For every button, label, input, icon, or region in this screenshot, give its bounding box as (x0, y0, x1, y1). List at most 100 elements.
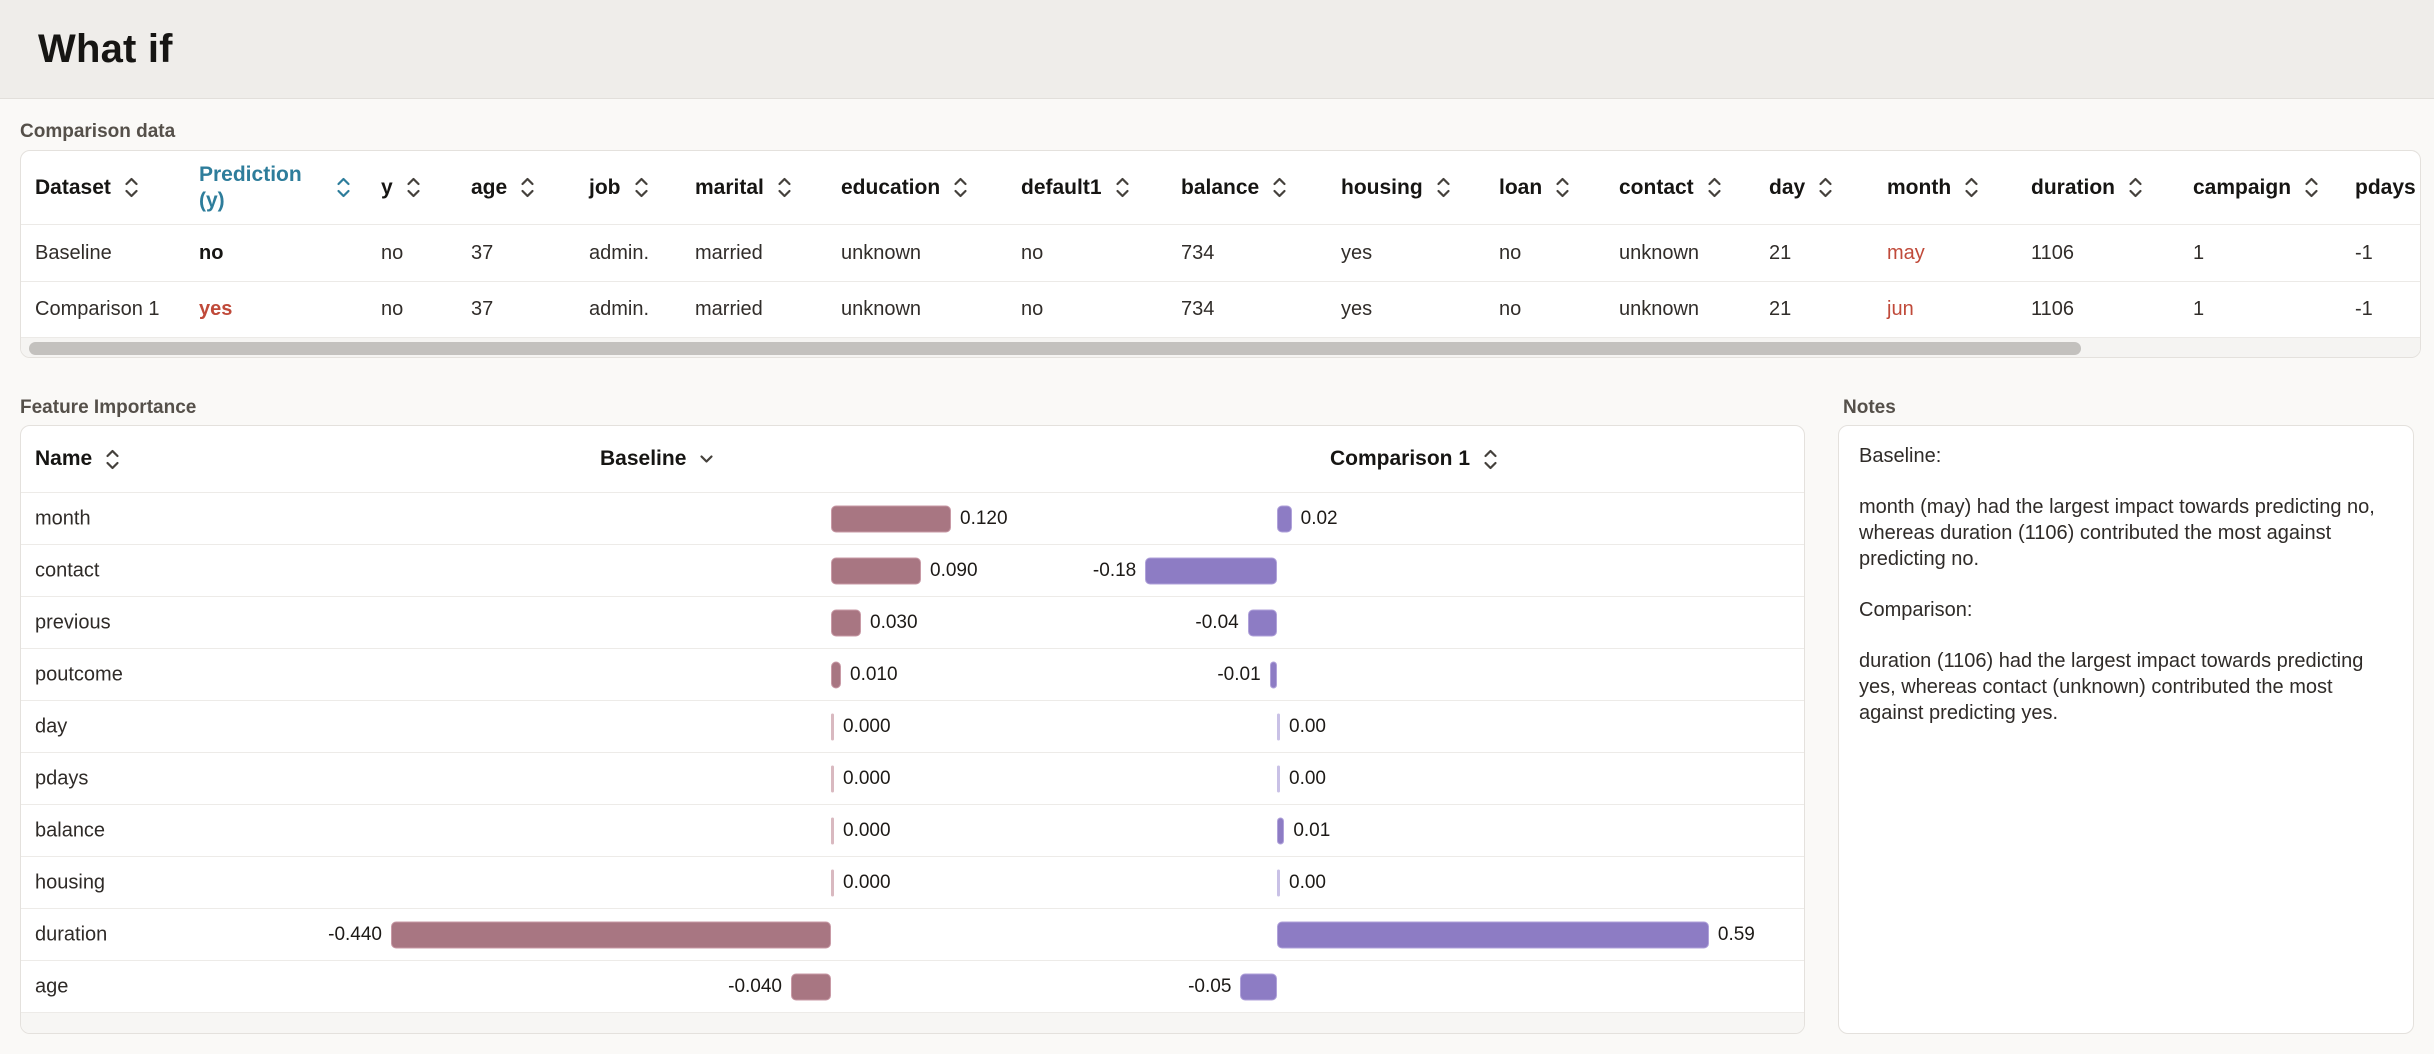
table-cell: no (381, 241, 404, 264)
column-header-label: default1 (1021, 175, 1102, 199)
column-header-baseline[interactable]: Baseline (600, 426, 714, 492)
column-header-label: duration (2031, 175, 2115, 199)
table-cell: 734 (1181, 298, 1215, 320)
column-header-label: contact (1619, 175, 1694, 199)
comparison-bar (1145, 557, 1277, 584)
feature-row-poutcome: poutcome 0.010 -0.01 (21, 649, 1804, 701)
sort-updown-icon (2304, 176, 2319, 199)
comparison-value-label: 0.02 (1300, 507, 1338, 529)
feature-name: duration (35, 923, 108, 945)
baseline-bar (391, 921, 831, 948)
feature-row-previous: previous 0.030 -0.04 (21, 597, 1804, 649)
feature-row-housing: housing 0.000 0.00 (21, 857, 1804, 909)
baseline-value-label: 0.000 (843, 767, 891, 789)
column-header-label: campaign (2193, 175, 2292, 199)
comparison-value-label: -0.05 (1188, 975, 1232, 997)
comparison-bar (1277, 869, 1280, 896)
table-cell: Baseline (35, 241, 112, 264)
table-row-baseline: Baseline no no 37 admin. married unknown no 734 y… (21, 225, 2420, 281)
column-header-label: marital (695, 175, 764, 199)
column-header-age[interactable]: age (457, 175, 575, 201)
baseline-value-label: 0.120 (960, 507, 1008, 529)
column-header-pdays[interactable]: pdays (2341, 175, 2420, 201)
notes-paragraph: Comparison: (1859, 599, 1973, 621)
column-header-loan[interactable]: loan (1485, 175, 1605, 201)
column-header-label: job (589, 175, 621, 199)
scrollbar-thumb[interactable] (29, 342, 2081, 355)
comparison-value-label: 0.00 (1289, 871, 1326, 893)
column-header-label: housing (1341, 175, 1423, 199)
table-cell: 1 (2193, 241, 2205, 264)
column-header-education[interactable]: education (827, 175, 1007, 201)
column-header-prediction-y[interactable]: Prediction (y) (185, 162, 367, 214)
baseline-bar (831, 557, 921, 584)
column-header-y[interactable]: y (367, 175, 457, 201)
sort-updown-icon (634, 176, 649, 199)
baseline-bar (831, 869, 834, 896)
column-header-campaign[interactable]: campaign (2179, 175, 2341, 201)
column-header-month[interactable]: month (1873, 175, 2017, 201)
comparison-value-label: -0.01 (1217, 663, 1261, 685)
table-cell: yes (1341, 298, 1373, 320)
notes-panel: Baseline: month (may) had the largest im… (1838, 425, 2414, 1034)
comparison-value-label: 0.00 (1289, 715, 1326, 737)
comparison-value-label: 0.00 (1289, 767, 1326, 789)
column-header-dataset[interactable]: Dataset (21, 175, 185, 201)
column-header-name[interactable]: Name (35, 426, 120, 492)
feature-row-month: month 0.120 0.02 (21, 493, 1804, 545)
column-header-marital[interactable]: marital (681, 175, 827, 201)
table-cell: -1 (2355, 241, 2373, 264)
feature-importance-table: Name Baseline Comparison 1 month 0.120 0.0… (20, 425, 1805, 1034)
sort-updown-icon (953, 176, 968, 199)
column-header-job[interactable]: job (575, 175, 681, 201)
sort-updown-icon (777, 176, 792, 199)
table-cell: unknown (1619, 298, 1700, 320)
column-header-comparison[interactable]: Comparison 1 (1330, 426, 1498, 492)
sort-updown-icon (520, 176, 535, 199)
baseline-bar (831, 609, 861, 636)
comparison-body: Baseline no no 37 admin. married unknown no 734 y… (21, 225, 2420, 337)
comparison-value-label: -0.04 (1195, 611, 1239, 633)
notes-paragraph: duration (1106) had the largest impact t… (1859, 650, 2364, 724)
column-header-label: age (471, 175, 508, 199)
column-header-default1[interactable]: default1 (1007, 175, 1167, 201)
feature-row-day: day 0.000 0.00 (21, 701, 1804, 753)
table-cell: no (1499, 298, 1522, 320)
sort-updown-icon (2128, 176, 2143, 199)
sort-updown-icon (406, 176, 421, 199)
table-cell: unknown (841, 241, 922, 264)
column-header-housing[interactable]: housing (1327, 175, 1485, 201)
baseline-value-label: 0.000 (843, 819, 891, 841)
sort-updown-icon (105, 448, 120, 471)
comparison-bar (1269, 661, 1277, 688)
sort-updown-icon (1818, 176, 1833, 199)
baseline-value-label: -0.040 (728, 975, 782, 997)
sort-updown-icon (1436, 176, 1451, 199)
table-cell: 37 (471, 241, 494, 264)
feature-name: day (35, 715, 68, 737)
feature-row-balance: balance 0.000 0.01 (21, 805, 1804, 857)
baseline-bar (831, 765, 834, 792)
table-cell: no (381, 298, 404, 320)
column-header-label: Comparison 1 (1330, 447, 1471, 470)
table-cell: no (199, 241, 224, 264)
horizontal-scrollbar[interactable] (21, 338, 2420, 357)
table-cell: married (695, 241, 763, 264)
sort-updown-icon (1964, 176, 1979, 199)
column-header-balance[interactable]: balance (1167, 175, 1327, 201)
sort-updown-icon (1555, 176, 1570, 199)
table-cell: jun (1887, 298, 1914, 320)
chevron-down-icon (699, 454, 714, 464)
column-header-label: Baseline (600, 447, 687, 470)
table-cell: no (1499, 241, 1522, 264)
feature-name: age (35, 975, 69, 997)
comparison-value-label: -0.18 (1092, 559, 1137, 581)
column-header-contact[interactable]: contact (1605, 175, 1755, 201)
baseline-bar (791, 973, 831, 1000)
table-cell: 734 (1181, 241, 1215, 264)
column-header-duration[interactable]: duration (2017, 175, 2179, 201)
sort-updown-icon (124, 176, 139, 199)
notes-paragraph: Baseline: (1859, 445, 1942, 467)
column-header-day[interactable]: day (1755, 175, 1873, 201)
feature-rows: month 0.120 0.02 contact 0.090 -0.18 previous 0… (21, 493, 1804, 1013)
